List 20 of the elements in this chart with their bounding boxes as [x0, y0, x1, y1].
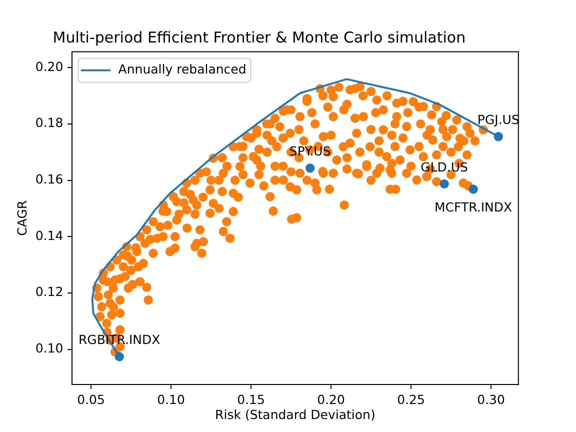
point — [305, 164, 315, 173]
x-axis-title: Risk (Standard Deviation) — [215, 406, 376, 422]
point — [440, 179, 449, 189]
y-tick-label: 0.16 — [35, 172, 64, 187]
x-tick-label: 0.20 — [317, 392, 345, 408]
x-tick-label: 0.05 — [77, 392, 105, 408]
legend-label: Annually rebalanced — [118, 62, 246, 77]
y-tick-label: 0.14 — [35, 228, 64, 243]
x-tick-label: 0.25 — [397, 392, 425, 408]
point — [468, 184, 478, 194]
y-tick-label: 0.20 — [35, 58, 64, 74]
y-tick-label: 0.12 — [35, 284, 64, 300]
x-tick-label: 0.15 — [237, 392, 265, 408]
y-tick-label: 0.10 — [35, 340, 64, 356]
x-tick-label: 0.10 — [157, 392, 185, 408]
y-axis-title: CAGR — [14, 200, 30, 236]
x-tick-label: 0.30 — [477, 392, 505, 408]
y-tick-label: 0.18 — [35, 115, 64, 130]
chart-title: Multi-period Efficient Frontier & Monte Carlo simulation — [52, 28, 466, 47]
annotation: MCFTR.INDX — [434, 199, 512, 214]
